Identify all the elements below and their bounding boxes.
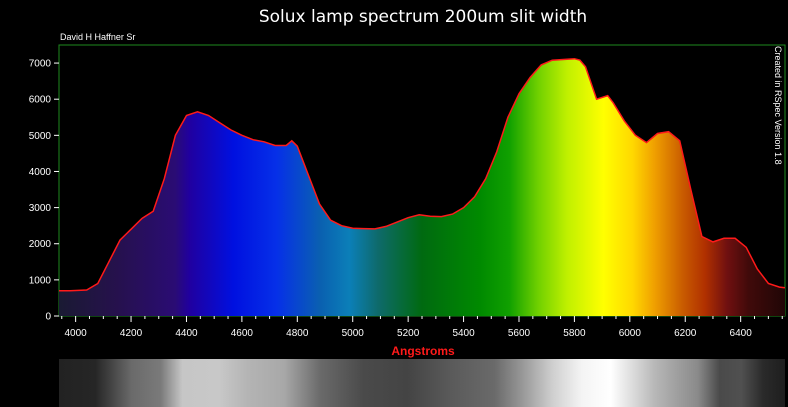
spectrum-area	[59, 58, 785, 316]
x-tick-label: 5000	[342, 328, 365, 339]
created-note: Created in RSpec Version 1.8	[773, 46, 783, 165]
x-tick-label: 4600	[231, 328, 254, 339]
y-tick-label: 5000	[29, 131, 52, 142]
y-axis: 0 1000 2000 3000 4000 5000 6000 7000	[29, 59, 59, 323]
y-tick-label: 0	[45, 312, 51, 323]
x-tick-label: 4000	[65, 328, 88, 339]
x-tick-label: 5200	[397, 328, 420, 339]
x-tick-label: 6200	[674, 328, 697, 339]
x-axis-label: Angstroms	[391, 344, 455, 358]
spectrum-strip-image	[59, 359, 785, 407]
y-tick-label: 2000	[29, 239, 52, 250]
y-tick-label: 3000	[29, 203, 52, 214]
x-tick-label: 4800	[286, 328, 309, 339]
y-tick-label: 1000	[29, 275, 52, 286]
x-tick-label: 6000	[619, 328, 642, 339]
x-tick-label: 6400	[730, 328, 753, 339]
x-axis: 4000 4200 4400 4600 4800 5000 5200 5400 5600 5800…	[61, 316, 783, 339]
x-tick-label: 5800	[563, 328, 586, 339]
y-tick-label: 6000	[29, 95, 52, 106]
chart-title: Solux lamp spectrum 200um slit width	[259, 7, 587, 27]
x-tick-label: 5400	[452, 328, 475, 339]
y-tick-label: 7000	[29, 59, 52, 70]
x-tick-label: 5600	[508, 328, 531, 339]
x-tick-label: 4200	[120, 328, 143, 339]
spectrum-line	[59, 57, 785, 292]
author-label: David H Haffner Sr	[60, 32, 135, 42]
x-tick-label: 4400	[175, 328, 198, 339]
y-tick-label: 4000	[29, 167, 52, 178]
